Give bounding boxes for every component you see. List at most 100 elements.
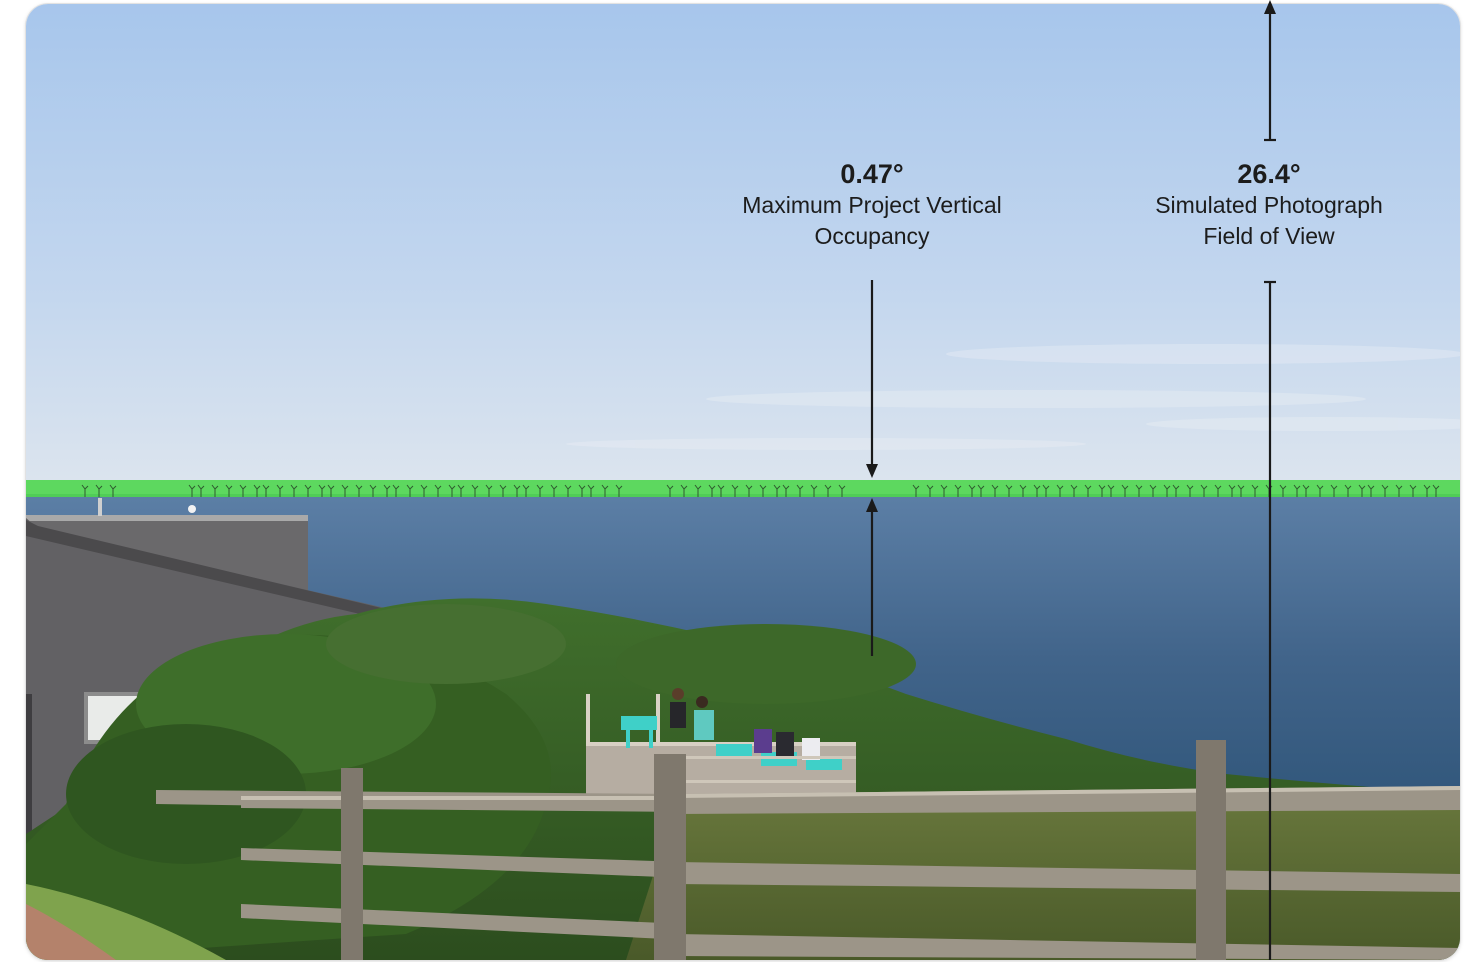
wind-turbine-icon: [1330, 484, 1338, 497]
wind-turbine-icon: [434, 484, 442, 497]
wind-turbine-icon: [615, 484, 623, 497]
wind-turbine-icon: [1344, 484, 1352, 497]
wind-turbine-icon: [1302, 484, 1310, 497]
wind-turbine-icon: [1186, 484, 1194, 497]
photo-frame: 0.47° Maximum Project Vertical Occupancy…: [26, 4, 1460, 960]
wind-turbine-icon: [1251, 484, 1259, 497]
wind-turbine-icon: [810, 484, 818, 497]
brick-path: [26, 904, 116, 960]
wind-turbine-icon: [587, 484, 595, 497]
wind-turbine-icon: [392, 484, 400, 497]
wind-turbine-icon: [406, 484, 414, 497]
wind-turbine-icon: [1395, 484, 1403, 497]
wind-turbine-icon: [926, 484, 934, 497]
wind-turbine-icon: [1056, 484, 1064, 497]
wind-turbine-icon: [912, 484, 920, 497]
wind-turbine-icon: [383, 484, 391, 497]
wind-turbine-icon: [1033, 484, 1041, 497]
wind-turbine-icon: [1107, 484, 1115, 497]
wind-turbine-icon: [1121, 484, 1129, 497]
vertical-occupancy-label-line1: Maximum Project Vertical: [742, 192, 1002, 218]
wind-turbine-icon: [355, 484, 363, 497]
wind-turbine-icon: [513, 484, 521, 497]
fence: [156, 740, 1460, 960]
coastal-photo-simulation: [26, 4, 1460, 960]
wind-turbine-icon: [1172, 484, 1180, 497]
wind-turbine-icon: [448, 484, 456, 497]
wind-turbine-icon: [1214, 484, 1222, 497]
wind-turbine-icon: [1149, 484, 1157, 497]
wind-turbine-icon: [1135, 484, 1143, 497]
wind-turbine-icon: [991, 484, 999, 497]
wind-turbine-icon: [708, 484, 716, 497]
wind-turbine-icon-row: [81, 484, 1440, 497]
wind-turbine-icon: [318, 484, 326, 497]
wind-turbine-icon: [1070, 484, 1078, 497]
wind-turbine-icon: [341, 484, 349, 497]
wind-turbine-icon: [666, 484, 674, 497]
wind-turbine-icon: [262, 484, 270, 497]
wind-turbine-icon: [109, 484, 117, 497]
wind-turbine-icon: [1200, 484, 1208, 497]
wind-turbine-icon: [1423, 484, 1431, 497]
wind-turbine-icon: [1228, 484, 1236, 497]
wind-turbine-icon: [601, 484, 609, 497]
wind-turbine-icon: [1098, 484, 1106, 497]
wind-turbine-icon: [290, 484, 298, 497]
wind-turbine-icon: [369, 484, 377, 497]
wind-turbine-icon: [680, 484, 688, 497]
wind-turbine-icon: [759, 484, 767, 497]
wind-turbine-icon: [1358, 484, 1366, 497]
wind-turbine-icon: [188, 484, 196, 497]
wind-turbine-icon: [564, 484, 572, 497]
wind-turbine-icon: [1409, 484, 1417, 497]
wind-turbine-icon: [745, 484, 753, 497]
wind-turbine-icon: [1005, 484, 1013, 497]
wind-turbine-icon: [977, 484, 985, 497]
wind-turbine-icon: [81, 484, 89, 497]
wind-turbine-icon: [1316, 484, 1324, 497]
wind-turbine-icon: [1432, 484, 1440, 497]
wind-turbine-icon: [1293, 484, 1301, 497]
wind-turbine-icon: [225, 484, 233, 497]
wind-turbine-icon: [1367, 484, 1375, 497]
wind-turbine-icon: [327, 484, 335, 497]
field-of-view-label-line2: Field of View: [1203, 223, 1335, 249]
field-of-view-label-line1: Simulated Photograph: [1155, 192, 1383, 218]
wind-turbine-icon: [824, 484, 832, 497]
wind-turbine-icon: [536, 484, 544, 497]
wind-turbine-icon: [1019, 484, 1027, 497]
wind-turbine-icon: [782, 484, 790, 497]
wind-turbine-icon: [838, 484, 846, 497]
people: [670, 688, 820, 760]
vertical-occupancy-annotation: 0.47° Maximum Project Vertical Occupancy: [742, 158, 1001, 252]
wind-turbine-icon: [796, 484, 804, 497]
wind-turbine-icon: [717, 484, 725, 497]
wind-turbine-icon: [954, 484, 962, 497]
deck: [586, 688, 856, 796]
wind-turbine-icon: [471, 484, 479, 497]
wind-turbine-icon: [1163, 484, 1171, 497]
sky: [26, 4, 1460, 494]
vertical-occupancy-label-line2: Occupancy: [814, 223, 930, 249]
wind-turbine-icon: [940, 484, 948, 497]
wind-turbine-icon: [578, 484, 586, 497]
wind-turbine-icon: [1381, 484, 1389, 497]
wind-turbine-icon: [485, 484, 493, 497]
field-of-view-angle: 26.4°: [1237, 159, 1301, 189]
wind-turbine-icon: [211, 484, 219, 497]
wind-turbine-icon: [276, 484, 284, 497]
wind-turbine-icon: [304, 484, 312, 497]
wind-turbine-icon: [420, 484, 428, 497]
project-band: [26, 480, 1460, 497]
wind-turbine-icon: [773, 484, 781, 497]
wind-turbine-icon: [1279, 484, 1287, 497]
wind-turbine-icon: [1042, 484, 1050, 497]
vertical-occupancy-angle: 0.47°: [840, 159, 904, 189]
wind-turbine-icon: [457, 484, 465, 497]
wind-turbine-icon: [197, 484, 205, 497]
wind-turbine-icon: [968, 484, 976, 497]
wind-turbine-icon: [239, 484, 247, 497]
wind-turbine-icon: [522, 484, 530, 497]
wind-turbine-icon: [550, 484, 558, 497]
